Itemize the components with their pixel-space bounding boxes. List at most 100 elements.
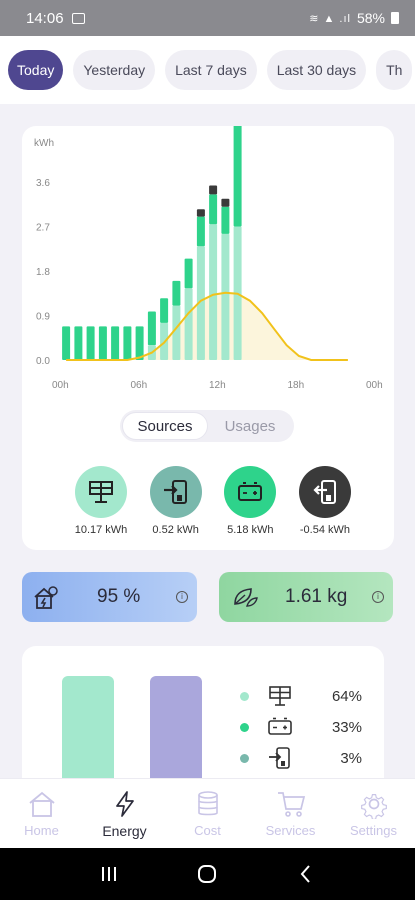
bar-battery (196, 216, 205, 247)
home-button-icon[interactable] (195, 862, 219, 886)
house-solar-icon (34, 586, 58, 609)
nav-home-label: Home (24, 823, 59, 838)
share-row-battery: 33% (240, 715, 362, 739)
bar-battery (147, 311, 156, 346)
grid-import-icon (163, 480, 187, 504)
bar-solar (209, 224, 218, 360)
info-icon[interactable]: i (176, 591, 188, 603)
toggle-sources[interactable]: Sources (122, 412, 208, 440)
tab-last-7-days[interactable]: Last 7 days (165, 50, 257, 90)
bar-grid (209, 185, 218, 195)
consumption-line (66, 291, 348, 361)
tab-last-30-days[interactable]: Last 30 days (266, 50, 367, 90)
bar-solar (184, 288, 193, 360)
source-grid-export-circle (298, 466, 351, 518)
back-icon[interactable] (294, 862, 318, 886)
tab-today[interactable]: Today (8, 50, 64, 90)
source-grid-import-circle (149, 466, 202, 518)
source-battery-value: 5.18 kWh (227, 524, 274, 536)
bottom-nav: Home Energy Cost Services Settings (0, 778, 415, 848)
share-battery-percent: 33% (331, 718, 362, 736)
source-grid-export-value: -0.54 kWh (299, 524, 351, 536)
status-right: ≋ ▲ .ıl 58% (309, 10, 399, 26)
share-row-grid: 3% (240, 746, 362, 770)
nav-energy-label: Energy (102, 823, 147, 839)
bar-battery (209, 194, 218, 225)
y-unit-label: kWh (34, 138, 54, 149)
bar-battery (98, 326, 107, 360)
co2-card[interactable]: 1.61 kg i (219, 572, 393, 622)
home-icon (28, 791, 55, 817)
energy-chart: kWh 3.6 2.7 1.8 0.9 0.0 00h 06h 12h 18h 00h (34, 126, 383, 391)
nav-services[interactable]: Services (249, 779, 332, 848)
y-tick-label: 0.9 (36, 312, 50, 323)
x-tick-label: 18h (288, 380, 305, 391)
bar-battery (233, 126, 242, 227)
solar-panel-icon (89, 481, 113, 503)
nav-settings[interactable]: Settings (332, 779, 415, 848)
x-tick-label: 00h (52, 380, 69, 391)
bar-battery (62, 326, 71, 360)
x-tick-label: 12h (209, 380, 226, 391)
y-tick-label: 0.0 (36, 356, 50, 367)
coins-icon (197, 791, 218, 816)
source-grid-import-value: 0.52 kWh (152, 524, 199, 536)
bar-battery (221, 206, 230, 234)
sources-summary: 10.17 kWh 0.52 kWh 5.18 kWh (68, 466, 358, 536)
consumption-area (66, 292, 348, 360)
signal-icon: ≋ ▲ .ıl (309, 12, 351, 25)
bar-grid (196, 209, 205, 217)
share-row-solar: 64% (240, 684, 362, 708)
source-solar[interactable]: 10.17 kWh (68, 466, 134, 536)
tab-yesterday[interactable]: Yesterday (73, 50, 156, 90)
battery-status-icon (391, 12, 399, 24)
consumption-bar (150, 676, 202, 786)
bar-battery (86, 326, 95, 360)
autonomy-value: 95 % (97, 586, 141, 607)
x-tick-label: 06h (131, 380, 148, 391)
solar-panel-icon (269, 686, 291, 706)
production-bar (62, 676, 114, 786)
bar-solar (196, 246, 205, 360)
bar-solar (221, 233, 230, 360)
y-tick-label: 2.7 (36, 223, 50, 234)
bar-battery (160, 298, 169, 323)
battery-percent: 58% (356, 10, 385, 26)
period-tabs: Today Yesterday Last 7 days Last 30 days… (0, 36, 415, 104)
bar-battery (74, 326, 83, 360)
grid-export-icon (313, 480, 336, 504)
y-tick-label: 1.8 (36, 267, 50, 278)
nav-cost[interactable]: Cost (166, 779, 249, 848)
legend-dot (240, 722, 249, 732)
recent-apps-icon[interactable] (97, 864, 121, 884)
nav-settings-label: Settings (350, 823, 397, 838)
source-battery[interactable]: 5.18 kWh (217, 466, 283, 536)
source-grid-import[interactable]: 0.52 kWh (143, 466, 209, 536)
nav-home[interactable]: Home (0, 779, 83, 848)
source-battery-circle (224, 466, 277, 518)
source-solar-value: 10.17 kWh (74, 524, 128, 536)
bar-battery (135, 326, 144, 360)
system-nav-bar (0, 848, 415, 900)
sources-usages-toggle[interactable]: Sources Usages (120, 410, 294, 442)
bar-battery (123, 326, 132, 360)
tab-this-year[interactable]: Th (376, 50, 413, 90)
info-icon[interactable]: i (372, 591, 384, 603)
grid-import-icon (269, 747, 290, 769)
share-solar-percent: 64% (331, 687, 362, 705)
nav-services-label: Services (265, 823, 316, 838)
gallery-icon (71, 12, 85, 24)
source-solar-circle (75, 466, 127, 518)
source-grid-export[interactable]: -0.54 kWh (292, 466, 358, 536)
bar-battery (172, 280, 181, 306)
cart-icon (277, 792, 305, 817)
legend-dot (240, 753, 249, 763)
nav-energy[interactable]: Energy (83, 779, 166, 848)
bolt-icon (115, 791, 134, 817)
toggle-usages[interactable]: Usages (224, 417, 276, 435)
nav-cost-label: Cost (194, 823, 221, 838)
leaf-icon (234, 588, 258, 607)
legend-dot (240, 691, 249, 701)
autonomy-card[interactable]: 95 % i (22, 572, 197, 622)
status-bar: 14:06 ≋ ▲ .ıl 58% (0, 0, 415, 36)
